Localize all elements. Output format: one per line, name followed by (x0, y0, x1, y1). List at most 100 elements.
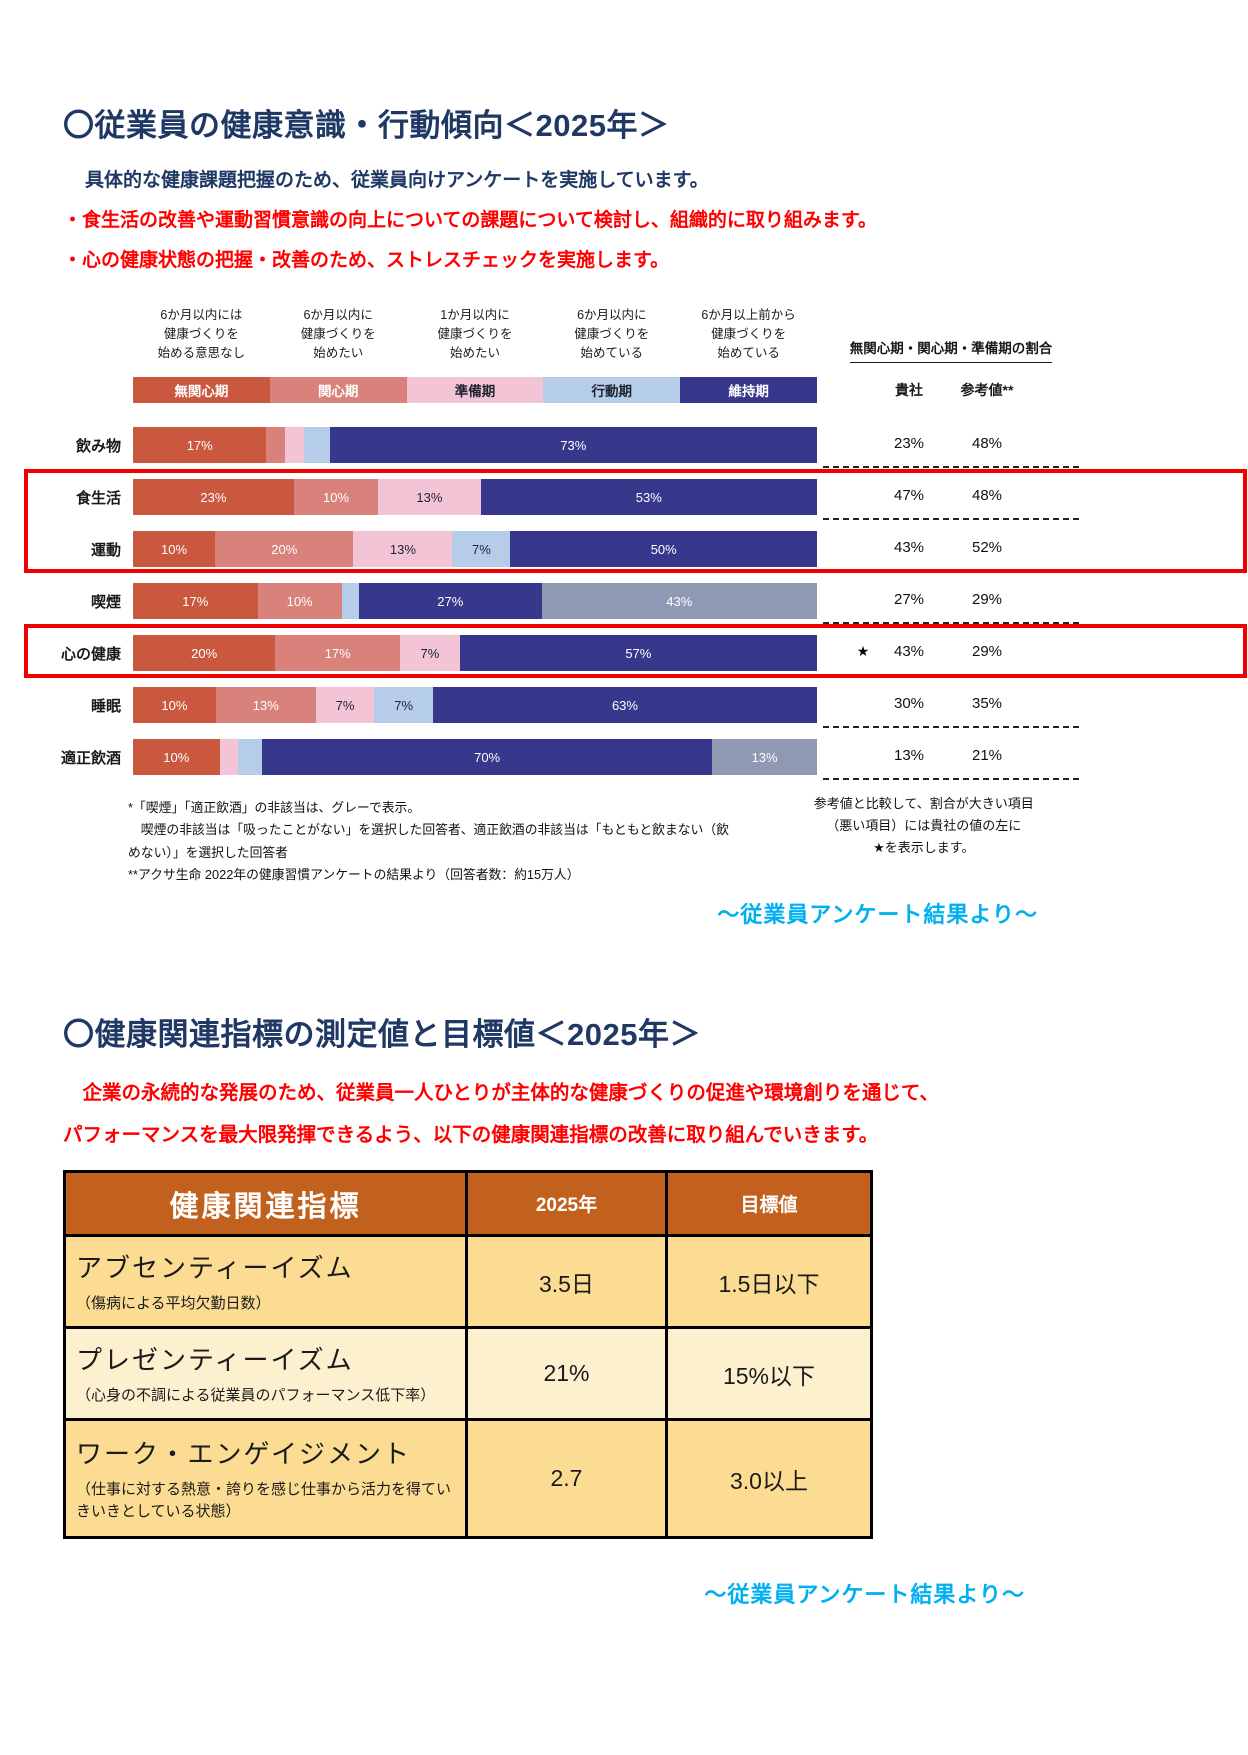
segment-value-label: 53% (635, 489, 662, 505)
stage-header-3: 1か月以内に 健康づくりを 始めたい (437, 308, 513, 360)
bar-segment: 13% (378, 479, 481, 515)
stage-headers: 6か月以内には 健康づくりを 始める意思なし 6か月以内に 健康づくりを 始めた… (133, 306, 817, 363)
chart-row: 心の健康 20% 17% 7% 57% ★ 43% 29% (28, 627, 1083, 679)
value-column-headers: 貴社 参考値** (823, 377, 1079, 403)
reference-value: 35% (971, 695, 1003, 712)
chart-row: 飲み物 17% 73% 23% 48% (28, 419, 1083, 471)
right-panel: 無関心期・関心期・準備期の割合 (823, 306, 1079, 363)
header-label-spacer (28, 306, 128, 363)
source-note-1: ～従業員アンケート結果より～ (717, 901, 1038, 927)
kpi-metric-sub: （傷病による平均欠勤日数） (76, 1294, 271, 1312)
stacked-bar: 10% 20% 13% 7% 50% (133, 531, 818, 567)
bar-segment: 57% (459, 635, 818, 671)
kpi-row-presenteeism: プレゼンティーイズム （心身の不調による従業員のパフォーマンス低下率） 21% … (63, 1326, 873, 1421)
bar-segment: 13% (712, 739, 817, 775)
row-label: 適正飲酒 (60, 749, 121, 767)
kpi-metric-value: 2.7 (465, 1418, 668, 1539)
segment-value-label: 17% (182, 593, 209, 609)
kpi-metric-sub: （心身の不調による従業員のパフォーマンス低下率） (76, 1386, 436, 1404)
right-panel-header: 無関心期・関心期・準備期の割合 (849, 337, 1053, 363)
stacked-bar: 17% 10% 27% 43% (133, 583, 817, 619)
stage-header-2: 6か月以内に 健康づくりを 始めたい (300, 308, 376, 360)
kpi-metric-name: ワーク・エンゲイジメント (76, 1438, 411, 1469)
segment-value-label: 13% (252, 697, 279, 713)
segment-value-label: 57% (625, 645, 652, 661)
stacked-bar: 20% 17% 7% 57% (133, 635, 818, 671)
company-column-label: 貴社 (895, 382, 923, 398)
row-values: 27% 29% (823, 577, 1079, 624)
row-label: 飲み物 (75, 437, 121, 455)
star-badge: ★ (856, 643, 870, 659)
stage-header-5: 6か月以上前から 健康づくりを 始めている (701, 308, 796, 360)
segment-value-label: 70% (474, 749, 501, 765)
company-value: 13% (893, 747, 925, 764)
stage-header-1: 6か月以内には 健康づくりを 始める意思なし (157, 308, 246, 360)
bar-segment: 7% (400, 635, 460, 671)
section2-title: 〇健康関連指標の測定値と目標値＜2025年＞ (63, 1016, 701, 1052)
kpi-row-work-engagement: ワーク・エンゲイジメント （仕事に対する熱意・誇りを感じ仕事から活力を得ていきい… (63, 1418, 873, 1539)
reference-value: 29% (971, 591, 1003, 608)
segment-value-label: 43% (666, 593, 693, 609)
section1-title: 〇従業員の健康意識・行動傾向＜2025年＞ (63, 108, 670, 143)
kpi-metric-target: 15%以下 (665, 1326, 873, 1421)
kpi-metric-value: 3.5日 (465, 1234, 668, 1329)
chart-row: 運動 10% 20% 13% 7% 50% 43% 52% (28, 523, 1083, 575)
stacked-bar: 23% 10% 13% 53% (133, 479, 817, 515)
kpi-metric-name: アブセンティーイズム (76, 1252, 354, 1283)
segment-value-label: 17% (186, 437, 213, 453)
kpi-metric-value: 21% (465, 1326, 668, 1421)
bar-segment: 10% (293, 479, 379, 515)
segment-value-label: 50% (650, 541, 677, 557)
bar-segment (341, 583, 360, 619)
section1-bullet-2: ・心の健康状態の把握・改善のため、ストレスチェックを実施します。 (63, 250, 670, 271)
row-values: 13% 21% (823, 733, 1079, 780)
section2-description-2: パフォーマンスを最大限発揮できるよう、以下の健康関連指標の改善に取り組んでいきま… (63, 1123, 879, 1146)
chart-notes: *「喫煙」「適正飲酒」の非該当は、グレーで表示。 喫煙の非該当は「吸ったことがな… (128, 796, 1083, 887)
stacked-bar: 10% 13% 7% 7% 63% (133, 687, 817, 723)
bar-segment (219, 739, 238, 775)
health-stage-chart: 6か月以内には 健康づくりを 始める意思なし 6か月以内に 健康づくりを 始めた… (24, 306, 1247, 929)
chart-rows: 飲み物 17% 73% 23% 48% 食生活 23% 10% 13% 53% 47% 48% 運動 10… (24, 419, 1247, 783)
chart-row: 喫煙 17% 10% 27% 43% 27% 29% (28, 575, 1083, 627)
kpi-metric-target: 1.5日以下 (665, 1234, 873, 1329)
legend-row: 無関心期 関心期 準備期 行動期 維持期 貴社 参考値** (28, 377, 1083, 403)
company-value: 43% (893, 643, 925, 660)
segment-value-label: 13% (751, 749, 778, 765)
bar-segment: 20% (215, 531, 354, 567)
bar-segment: 7% (315, 687, 375, 723)
segment-value-label: 73% (560, 437, 587, 453)
bar-segment: 17% (275, 635, 401, 671)
legend-item-contemplation: 関心期 (269, 377, 407, 403)
bar-segment: 10% (257, 583, 342, 619)
company-value: 30% (893, 695, 925, 712)
row-values: 30% 35% (823, 681, 1079, 728)
bar-segment: 10% (133, 531, 216, 567)
row-label: 食生活 (75, 489, 121, 507)
bar-segment: 23% (133, 479, 294, 515)
footnote-3: **アクサ生命 2022年の健康習慣アンケートの結果より（回答者数：約15万人） (128, 867, 580, 883)
bar-segment: 53% (480, 479, 817, 515)
segment-value-label: 27% (437, 593, 464, 609)
chart-row: 睡眠 10% 13% 7% 7% 63% 30% 35% (28, 679, 1083, 731)
row-values: ★ 43% 29% (823, 629, 1079, 676)
kpi-metric-target: 3.0以上 (665, 1418, 873, 1539)
section2-description-1: 企業の永続的な発展のため、従業員一人ひとりが主体的な健康づくりの促進や環境創りを… (63, 1081, 939, 1104)
reference-value: 52% (971, 539, 1003, 556)
segment-value-label: 20% (271, 541, 298, 557)
legend-item-maintenance: 維持期 (680, 377, 817, 403)
kpi-metric-cell: ワーク・エンゲイジメント （仕事に対する熱意・誇りを感じ仕事から活力を得ていきい… (63, 1418, 468, 1539)
row-label: 喫煙 (90, 593, 121, 611)
reference-value: 48% (971, 487, 1003, 504)
section1-bullet-1: ・食生活の改善や運動習慣意識の向上についての課題について検討し、組織的に取り組み… (63, 210, 877, 231)
legend-item-precontemplation: 無関心期 (133, 377, 270, 403)
row-label: 心の健康 (60, 645, 121, 663)
bar-segment (266, 427, 286, 463)
reference-value: 29% (971, 643, 1003, 660)
row-label: 睡眠 (90, 697, 121, 715)
company-value: 23% (893, 435, 925, 452)
company-value: 43% (893, 539, 925, 556)
bar-segment: 17% (133, 583, 258, 619)
bar-segment: 43% (541, 583, 817, 619)
segment-value-label: 23% (200, 489, 227, 505)
segment-value-label: 10% (161, 697, 188, 713)
